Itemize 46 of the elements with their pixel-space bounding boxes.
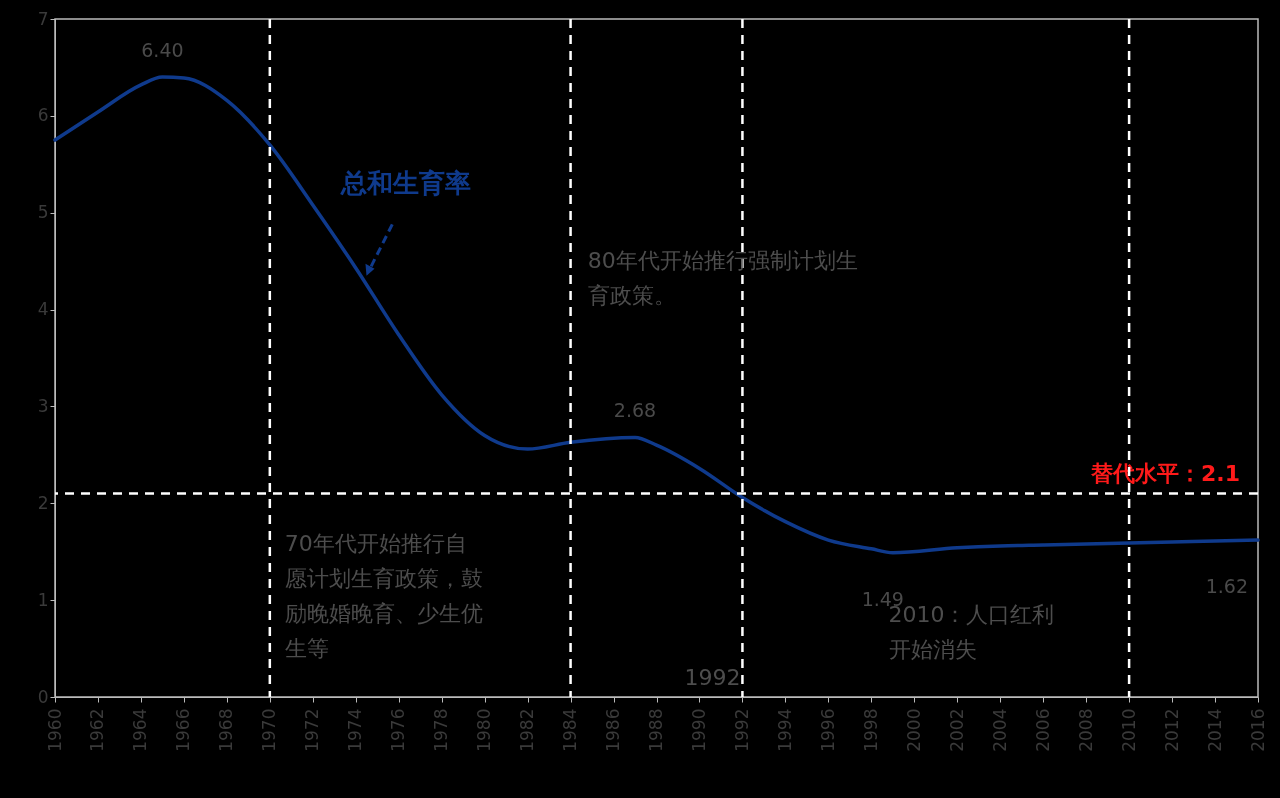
annotation: 2.68 xyxy=(613,399,657,422)
x-tick-label: 1968 xyxy=(216,708,237,752)
x-tick-label: 2016 xyxy=(1247,708,1268,752)
y-tick-label: 2 xyxy=(37,492,49,513)
ref-line-label: 替代水平：2.1 xyxy=(1090,460,1240,486)
x-tick-label: 1994 xyxy=(774,708,795,752)
x-tick-label: 1982 xyxy=(517,708,538,752)
x-tick-label: 1986 xyxy=(603,708,624,752)
x-tick-label: 1988 xyxy=(646,708,666,752)
x-tick-label: 1970 xyxy=(259,708,280,752)
x-tick-label: 1974 xyxy=(345,708,366,752)
annotation: 6.40 xyxy=(141,39,184,62)
x-tick-label: 2010 xyxy=(1118,708,1139,752)
x-tick-label: 1990 xyxy=(688,708,709,752)
x-tick-label: 1984 xyxy=(560,708,581,752)
x-tick-label: 2012 xyxy=(1161,708,1182,752)
x-tick-label: 2014 xyxy=(1204,708,1225,752)
x-tick-label: 2000 xyxy=(903,708,924,752)
y-tick-label: 6 xyxy=(37,105,49,126)
y-tick-label: 1 xyxy=(37,589,49,610)
x-tick-label: 1978 xyxy=(431,708,452,752)
x-tick-label: 1962 xyxy=(87,708,108,752)
y-tick-label: 4 xyxy=(37,299,49,320)
annotation: 80年代开始推行强制计划生育政策。 xyxy=(587,248,858,309)
x-tick-label: 1960 xyxy=(44,708,65,752)
y-tick-label: 5 xyxy=(37,202,49,223)
annotation: 70年代开始推行自愿计划生育政策，鼓励晚婚晚育、少生优生等 xyxy=(284,531,483,662)
annotation: 1.62 xyxy=(1205,575,1248,598)
x-tick-label: 2008 xyxy=(1075,708,1096,752)
x-tick-label: 1992 xyxy=(731,708,752,752)
x-tick-label: 1998 xyxy=(860,708,881,752)
y-tick-label: 3 xyxy=(37,395,49,416)
y-tick-label: 7 xyxy=(37,8,49,29)
y-tick-label: 0 xyxy=(37,686,49,707)
annotation: 1992 xyxy=(684,664,741,690)
x-tick-label: 1964 xyxy=(130,708,151,752)
x-tick-label: 2006 xyxy=(1032,708,1053,752)
series-label: 总和生育率 xyxy=(339,167,471,198)
line-series xyxy=(53,75,1260,555)
x-tick-label: 1976 xyxy=(388,708,409,752)
x-tick-label: 1972 xyxy=(302,708,323,752)
x-tick-label: 1980 xyxy=(474,708,495,752)
x-tick-label: 1966 xyxy=(173,708,194,752)
x-tick-label: 2002 xyxy=(946,708,967,752)
x-tick-label: 1996 xyxy=(817,708,838,752)
x-tick-label: 2004 xyxy=(989,708,1010,752)
